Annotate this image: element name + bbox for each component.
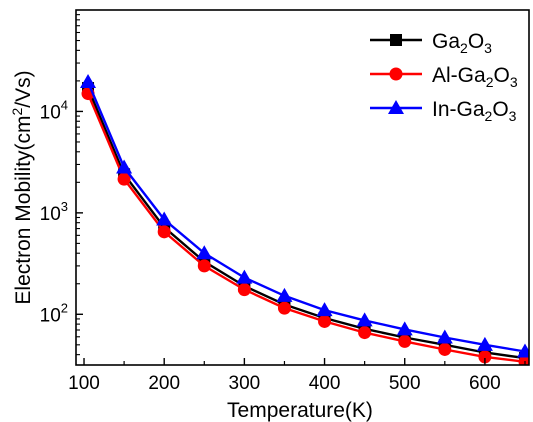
x-tick-label: 500 — [389, 373, 421, 394]
legend-label: Ga2O3 — [432, 30, 492, 56]
data-point — [436, 329, 453, 344]
legend-marker — [389, 67, 403, 81]
data-point — [358, 326, 372, 340]
legend-entry: In-Ga2O3 — [370, 98, 517, 124]
data-point — [318, 314, 332, 328]
y-tick-label: 102 — [40, 300, 68, 326]
y-axis-label-group: Electron Mobility(cm2/Vs) — [9, 70, 35, 304]
data-point — [80, 74, 97, 89]
data-point — [316, 302, 333, 317]
y-axis-label: Electron Mobility(cm2/Vs) — [9, 70, 35, 304]
x-tick-label: 100 — [68, 373, 100, 394]
x-tick-label: 600 — [469, 373, 501, 394]
data-point — [438, 342, 452, 356]
legend-marker — [390, 34, 402, 46]
legend: Ga2O3 Al-Ga2O3 In-Ga2O3 — [370, 30, 518, 124]
series-line — [86, 87, 526, 360]
series-group — [80, 74, 529, 365]
x-tick-label: 300 — [229, 373, 261, 394]
legend-marker — [388, 100, 404, 114]
data-point — [398, 334, 412, 348]
data-point — [478, 350, 492, 364]
legend-entry: Al-Ga2O3 — [370, 64, 518, 90]
data-point — [276, 287, 293, 302]
x-axis-label: Temperature(K) — [227, 399, 373, 422]
data-point — [237, 283, 251, 297]
data-point — [277, 301, 291, 315]
legend-label: Al-Ga2O3 — [432, 64, 518, 90]
y-tick-label: 104 — [40, 97, 68, 123]
data-point — [396, 321, 413, 336]
plot-area — [80, 74, 529, 365]
series-in-ga2o3 — [80, 74, 529, 358]
series-line — [86, 93, 526, 363]
data-point — [516, 343, 529, 358]
data-point — [196, 245, 213, 260]
x-tick-label: 200 — [148, 373, 180, 394]
y-tick-label: 103 — [40, 199, 68, 225]
data-point — [518, 355, 529, 365]
data-point — [236, 269, 253, 284]
legend-label: In-Ga2O3 — [432, 98, 517, 124]
data-point — [157, 225, 171, 239]
data-point — [197, 259, 211, 273]
data-point — [116, 159, 133, 174]
axes: 100 200 300 400 500 600 102 103 104 — [40, 9, 530, 394]
data-point — [356, 312, 373, 327]
data-point — [156, 211, 173, 226]
series-line — [86, 81, 526, 353]
plot-frame — [75, 9, 530, 366]
legend-entry: Ga2O3 — [370, 30, 492, 56]
data-point — [476, 336, 493, 351]
data-point — [117, 172, 131, 186]
x-tick-label: 400 — [309, 373, 341, 394]
